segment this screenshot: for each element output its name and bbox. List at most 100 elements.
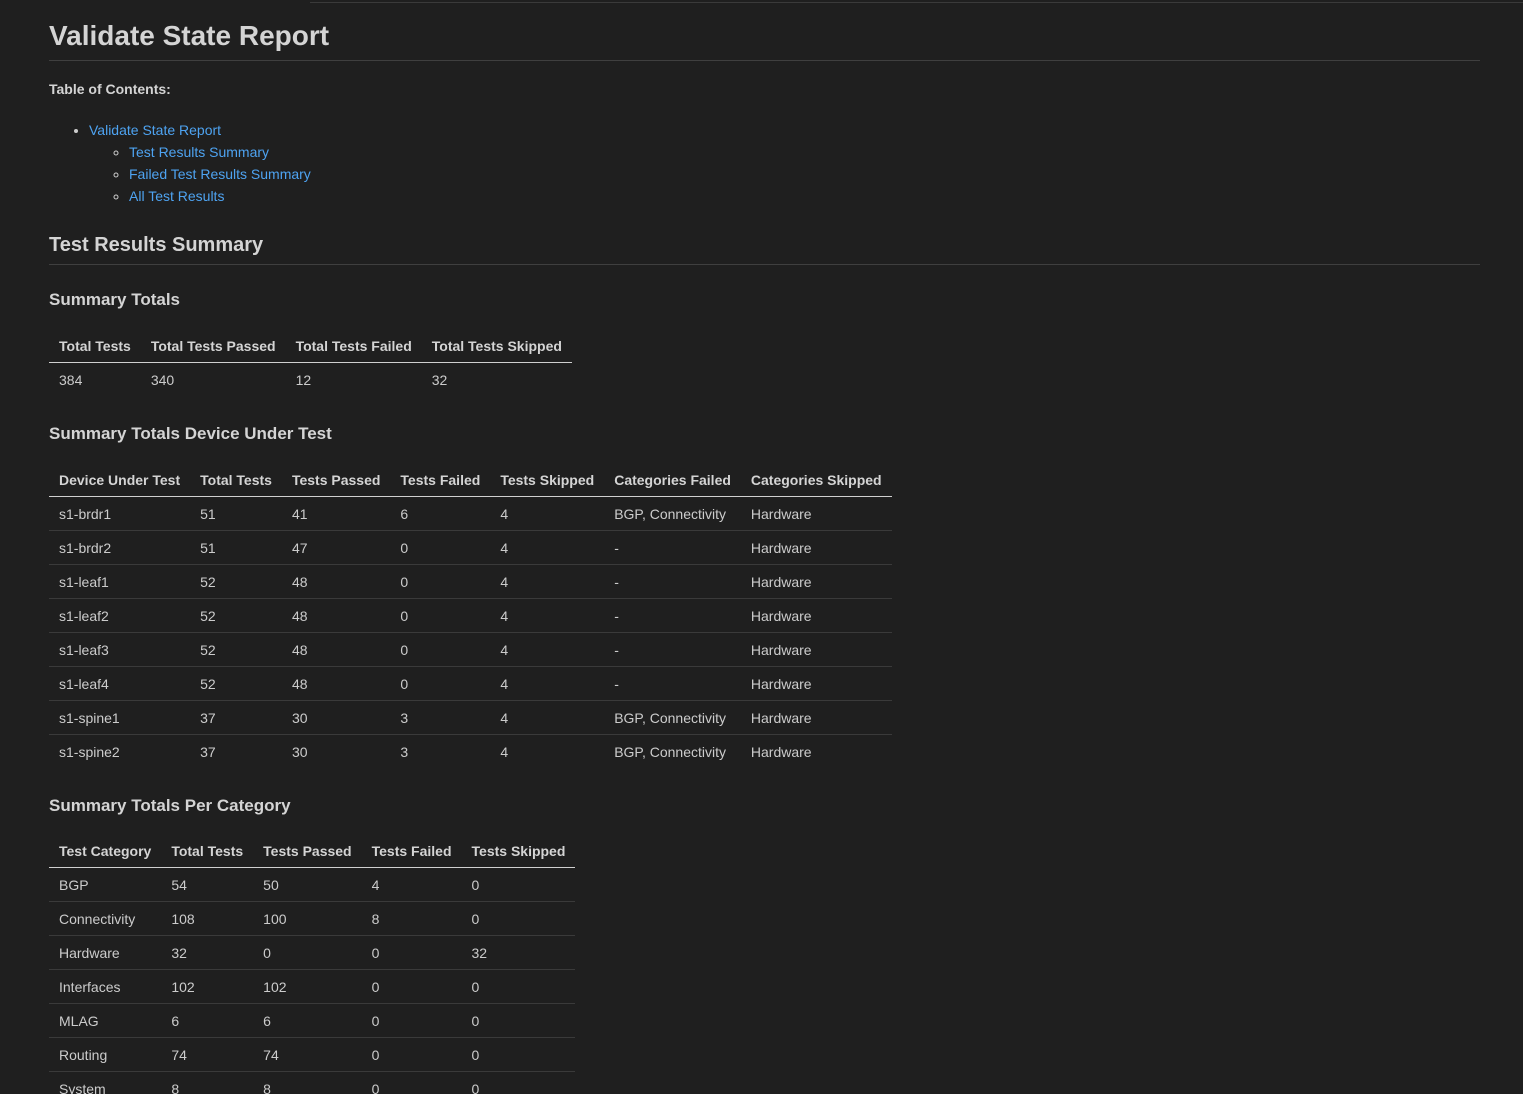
table-cell: 6 <box>390 496 491 531</box>
table-cell: s1-spine2 <box>59 743 120 760</box>
column-header: Categories Failed <box>604 464 741 497</box>
table-cell: Connectivity <box>49 901 162 936</box>
table-row: s1-brdr1 51 41 6 4 BGP, Connectivity Hardware <box>49 496 892 531</box>
table-cell: 4 <box>490 632 605 667</box>
page-title: Validate State Report <box>49 0 1480 61</box>
table-cell: 108 <box>161 901 254 936</box>
table-cell: 0 <box>361 1037 462 1072</box>
column-header: Total Tests <box>190 464 282 497</box>
table-cell: BGP, Connectivity <box>614 743 726 760</box>
table-cell: 8 <box>263 1080 271 1094</box>
table-cell: 4 <box>490 598 605 633</box>
table-cell: Routing <box>49 1037 162 1072</box>
table-cell: - <box>604 598 741 633</box>
table-cell: 0 <box>253 935 362 970</box>
table-cell: - <box>604 632 741 667</box>
table-cell: 0 <box>361 1003 462 1038</box>
toc-item: Test Results Summary <box>129 141 1480 163</box>
table-cell: - <box>604 564 741 599</box>
table-cell: 4 <box>490 496 605 531</box>
table-cell: s1-leaf2 <box>49 598 191 633</box>
subheading-summary-dut: Summary Totals Device Under Test <box>49 424 332 443</box>
table-cell: 32 <box>431 371 448 388</box>
table-row: Connectivity 108 100 8 0 <box>49 901 576 936</box>
summary-category-table: Test Category Total Tests Tests Passed Test… <box>49 835 576 1094</box>
table-cell: 4 <box>490 564 605 599</box>
table-row: BGP 54 50 4 0 <box>49 867 576 902</box>
table-cell: - <box>604 666 741 701</box>
table-cell: Hardware <box>740 530 892 565</box>
toc-sublist: Test Results Summary Failed Test Results… <box>89 141 1480 207</box>
table-header-row: Device Under Test Total Tests Tests Passed… <box>49 464 892 497</box>
table-cell: 12 <box>295 371 312 388</box>
table-cell: s1-brdr1 <box>49 496 191 531</box>
table-cell: 8 <box>171 1080 180 1094</box>
table-cell: s1-leaf3 <box>49 632 191 667</box>
toc-link-all-test-results[interactable]: All Test Results <box>129 188 225 204</box>
table-cell: BGP, Connectivity <box>604 700 741 735</box>
table-cell: s1-leaf1 <box>49 564 191 599</box>
toc-link-failed-test-results-summary[interactable]: Failed Test Results Summary <box>129 166 311 182</box>
toc-link-test-results-summary[interactable]: Test Results Summary <box>129 144 270 160</box>
column-header: Total Tests <box>49 330 141 363</box>
table-cell: 74 <box>161 1037 254 1072</box>
column-header: Categories Skipped <box>740 464 892 497</box>
table-cell: 0 <box>461 1037 576 1072</box>
table-cell: 4 <box>500 743 509 760</box>
toc-item: All Test Results <box>129 185 1480 207</box>
table-cell: 4 <box>490 700 605 735</box>
table-cell: Hardware <box>740 496 892 531</box>
table-cell: 0 <box>390 530 491 565</box>
table-cell: 0 <box>390 564 491 599</box>
table-cell: 37 <box>200 743 216 760</box>
column-header: Total Tests Passed <box>140 330 286 363</box>
table-cell: 0 <box>390 632 491 667</box>
table-cell: 41 <box>281 496 391 531</box>
subheading-summary-totals: Summary Totals <box>49 290 181 309</box>
summary-totals-table: Total Tests Total Tests Passed Total Tests… <box>49 330 572 396</box>
table-cell: 52 <box>190 632 282 667</box>
table-cell: 48 <box>281 632 391 667</box>
table-cell: MLAG <box>49 1003 162 1038</box>
table-cell: 6 <box>253 1003 362 1038</box>
column-header: Tests Failed <box>361 835 462 868</box>
table-cell: 48 <box>281 598 391 633</box>
toc-label: Table of Contents: <box>49 81 171 97</box>
table-of-contents: Validate State Report Test Results Summa… <box>49 119 1480 207</box>
table-row: Routing 74 74 0 0 <box>49 1037 576 1072</box>
table-cell: 6 <box>161 1003 254 1038</box>
report-content: Validate State Report Table of Contents:… <box>49 0 1480 1094</box>
table-cell: 102 <box>161 969 254 1004</box>
table-row: 384 340 12 32 <box>49 363 572 397</box>
table-cell: 4 <box>361 867 462 902</box>
table-cell: 30 <box>281 700 391 735</box>
table-cell: Hardware <box>740 598 892 633</box>
table-row: Hardware 32 0 0 32 <box>49 935 576 970</box>
table-cell: Hardware <box>740 632 892 667</box>
table-cell: BGP, Connectivity <box>604 496 741 531</box>
table-cell: 0 <box>371 1080 380 1094</box>
table-row: s1-leaf3 52 48 0 4- Hardware <box>49 632 892 667</box>
table-cell: 51 <box>190 496 282 531</box>
column-header: Tests Passed <box>281 464 391 497</box>
table-row: s1-leaf4 52 48 0 4- Hardware <box>49 666 892 701</box>
table-cell: 48 <box>281 666 391 701</box>
table-cell: 50 <box>253 867 362 902</box>
table-row: s1-brdr2 51 47 0 4- Hardware <box>49 530 892 565</box>
table-cell: 51 <box>190 530 282 565</box>
column-header: Total Tests Failed <box>285 330 422 363</box>
table-header-row: Test Category Total Tests Tests Passed Test… <box>49 835 576 868</box>
table-row: s1-leaf1 52 48 0 4- Hardware <box>49 564 892 599</box>
table-cell: Hardware <box>49 935 162 970</box>
table-row: s1-spine2 37 30 3 4 BGP, Connectivity Hardware <box>49 735 892 769</box>
table-row: MLAG 6 6 0 0 <box>49 1003 576 1038</box>
column-header: Tests Skipped <box>490 464 605 497</box>
table-cell: 54 <box>161 867 254 902</box>
table-cell: 340 <box>150 371 175 388</box>
table-cell: s1-spine1 <box>49 700 191 735</box>
table-cell: Hardware <box>740 666 892 701</box>
table-cell: BGP <box>49 867 162 902</box>
table-cell: 0 <box>390 598 491 633</box>
toc-link-validate-state-report[interactable]: Validate State Report <box>89 122 222 138</box>
table-cell: 48 <box>281 564 391 599</box>
